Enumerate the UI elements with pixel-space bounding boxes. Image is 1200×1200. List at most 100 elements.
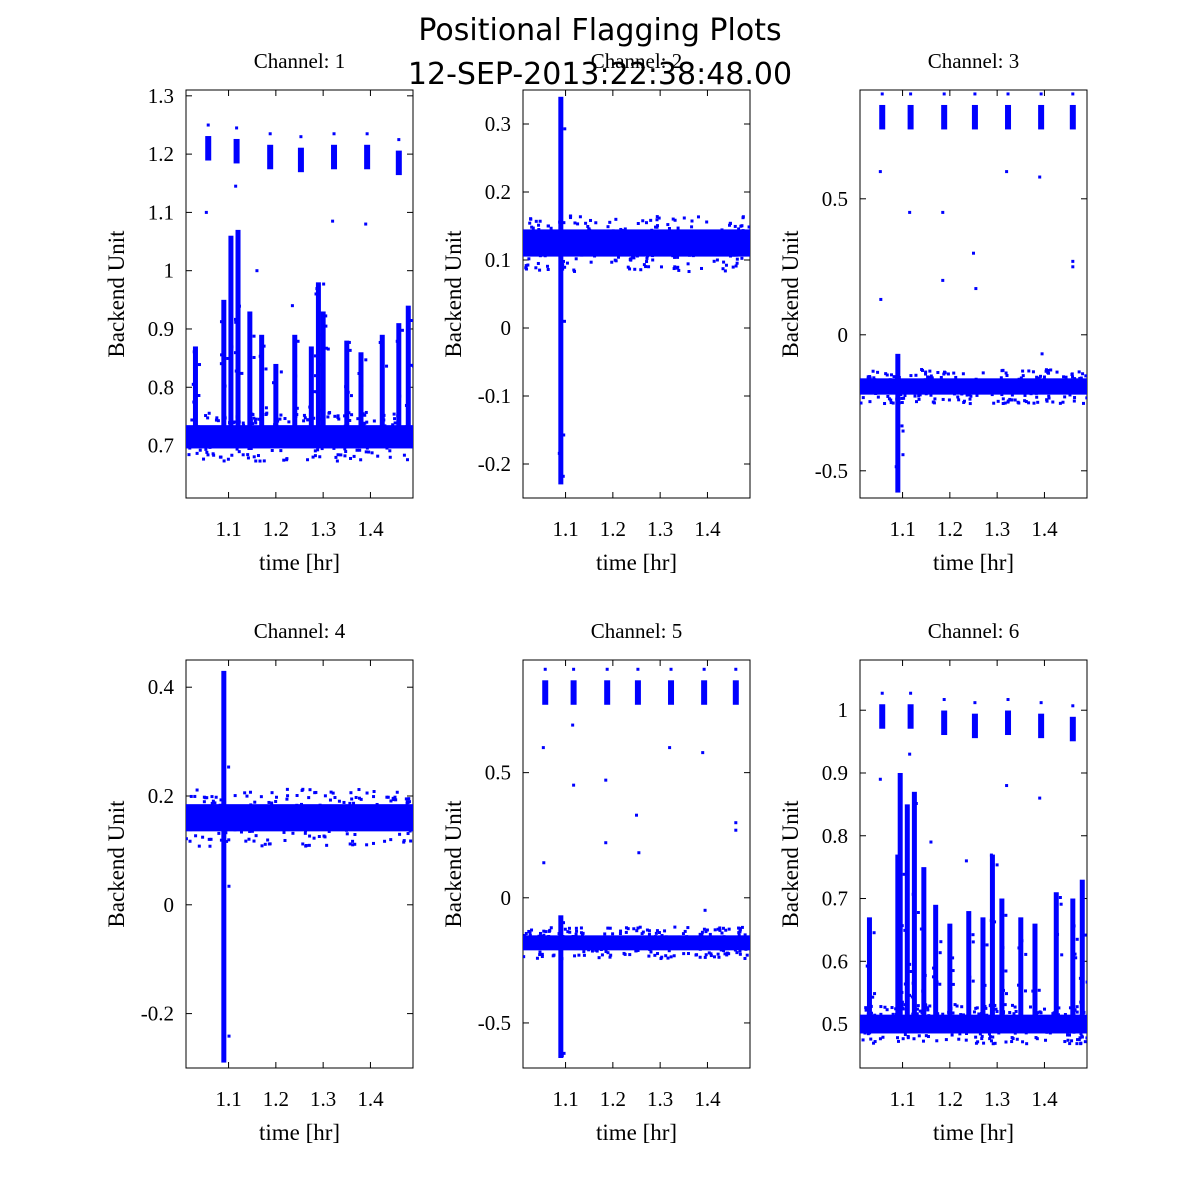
data-point xyxy=(712,233,716,237)
data-point xyxy=(903,393,907,397)
data-point xyxy=(339,453,343,457)
data-point xyxy=(190,808,194,812)
data-point xyxy=(1047,396,1051,400)
data-point xyxy=(733,224,737,228)
spike-point xyxy=(966,948,970,952)
data-point xyxy=(302,413,306,417)
spike-point xyxy=(252,334,256,338)
data-point xyxy=(588,236,592,240)
data-point xyxy=(348,418,352,422)
data-point xyxy=(954,375,958,379)
data-point xyxy=(958,1032,962,1036)
data-point xyxy=(935,1039,939,1043)
spike xyxy=(320,311,326,437)
data-point xyxy=(549,926,553,930)
data-point xyxy=(343,442,347,446)
data-point xyxy=(587,948,591,952)
data-point xyxy=(634,949,638,953)
data-point xyxy=(1027,401,1031,405)
data-point xyxy=(333,796,337,800)
data-point xyxy=(362,436,366,440)
data-point xyxy=(405,458,409,462)
data-point xyxy=(1010,393,1014,397)
data-point xyxy=(254,417,258,421)
spike-point xyxy=(383,424,387,428)
data-point xyxy=(208,814,212,818)
data-point xyxy=(1079,1041,1083,1045)
data-point xyxy=(213,810,217,814)
spike-point xyxy=(222,386,226,390)
data-point xyxy=(731,250,735,254)
data-point xyxy=(928,1004,932,1008)
data-point xyxy=(238,808,242,812)
data-point xyxy=(606,951,610,955)
data-point xyxy=(1067,1028,1071,1032)
y-tick-label: 0.3 xyxy=(485,112,511,136)
data-point xyxy=(861,396,865,400)
data-point xyxy=(359,458,363,462)
data-point xyxy=(583,240,587,244)
data-point xyxy=(1036,400,1040,404)
spike-point xyxy=(315,287,319,291)
spike-point xyxy=(322,282,326,286)
spike-point xyxy=(274,369,278,373)
data-point xyxy=(738,952,742,956)
plot-area xyxy=(185,659,414,1069)
data-point xyxy=(187,811,191,815)
data-point xyxy=(266,838,270,842)
outlier-point xyxy=(1005,784,1009,788)
data-point xyxy=(630,247,634,251)
data-point xyxy=(267,842,271,846)
data-point xyxy=(965,1031,969,1035)
data-point xyxy=(535,945,539,949)
data-point xyxy=(1019,376,1023,380)
data-point xyxy=(737,247,741,251)
data-point xyxy=(186,818,188,822)
data-point xyxy=(606,926,610,930)
spike-point xyxy=(983,1018,987,1022)
data-point xyxy=(188,816,192,820)
spike-point xyxy=(1001,946,1005,950)
data-point xyxy=(972,1023,976,1027)
data-point xyxy=(928,375,932,379)
data-point xyxy=(249,803,253,807)
data-point xyxy=(1039,378,1043,382)
data-point xyxy=(988,1037,992,1041)
data-point xyxy=(1012,1028,1016,1032)
outlier-point xyxy=(972,251,975,255)
data-point xyxy=(1083,1040,1087,1044)
data-point xyxy=(333,414,337,418)
x-tick-label: 1.2 xyxy=(263,1087,289,1111)
outlier-point xyxy=(701,751,705,755)
data-point xyxy=(624,926,628,930)
data-point xyxy=(932,1023,936,1027)
data-point xyxy=(565,261,569,265)
data-point xyxy=(638,925,642,929)
data-point xyxy=(725,953,729,957)
data-point xyxy=(664,954,668,958)
panel-title: Channel: 1 xyxy=(254,49,346,73)
data-point xyxy=(187,453,191,457)
data-point xyxy=(227,838,231,842)
data-point xyxy=(313,449,317,453)
cluster xyxy=(701,680,708,705)
data-point xyxy=(709,954,713,958)
data-point xyxy=(279,805,283,809)
data-point xyxy=(1062,375,1066,379)
data-point xyxy=(336,414,340,418)
data-series xyxy=(523,96,750,485)
data-point xyxy=(1054,389,1058,393)
data-point xyxy=(261,813,265,817)
data-point xyxy=(285,787,289,791)
y-tick-label: 0.7 xyxy=(822,887,848,911)
data-point xyxy=(249,447,253,451)
data-point xyxy=(1017,379,1021,383)
spike-point xyxy=(192,400,196,404)
data-point xyxy=(318,444,322,448)
data-point xyxy=(896,1039,900,1043)
data-point xyxy=(924,1034,928,1038)
data-point xyxy=(864,1008,868,1012)
data-point xyxy=(984,379,988,383)
data-point xyxy=(596,240,600,244)
data-point xyxy=(1039,374,1043,378)
